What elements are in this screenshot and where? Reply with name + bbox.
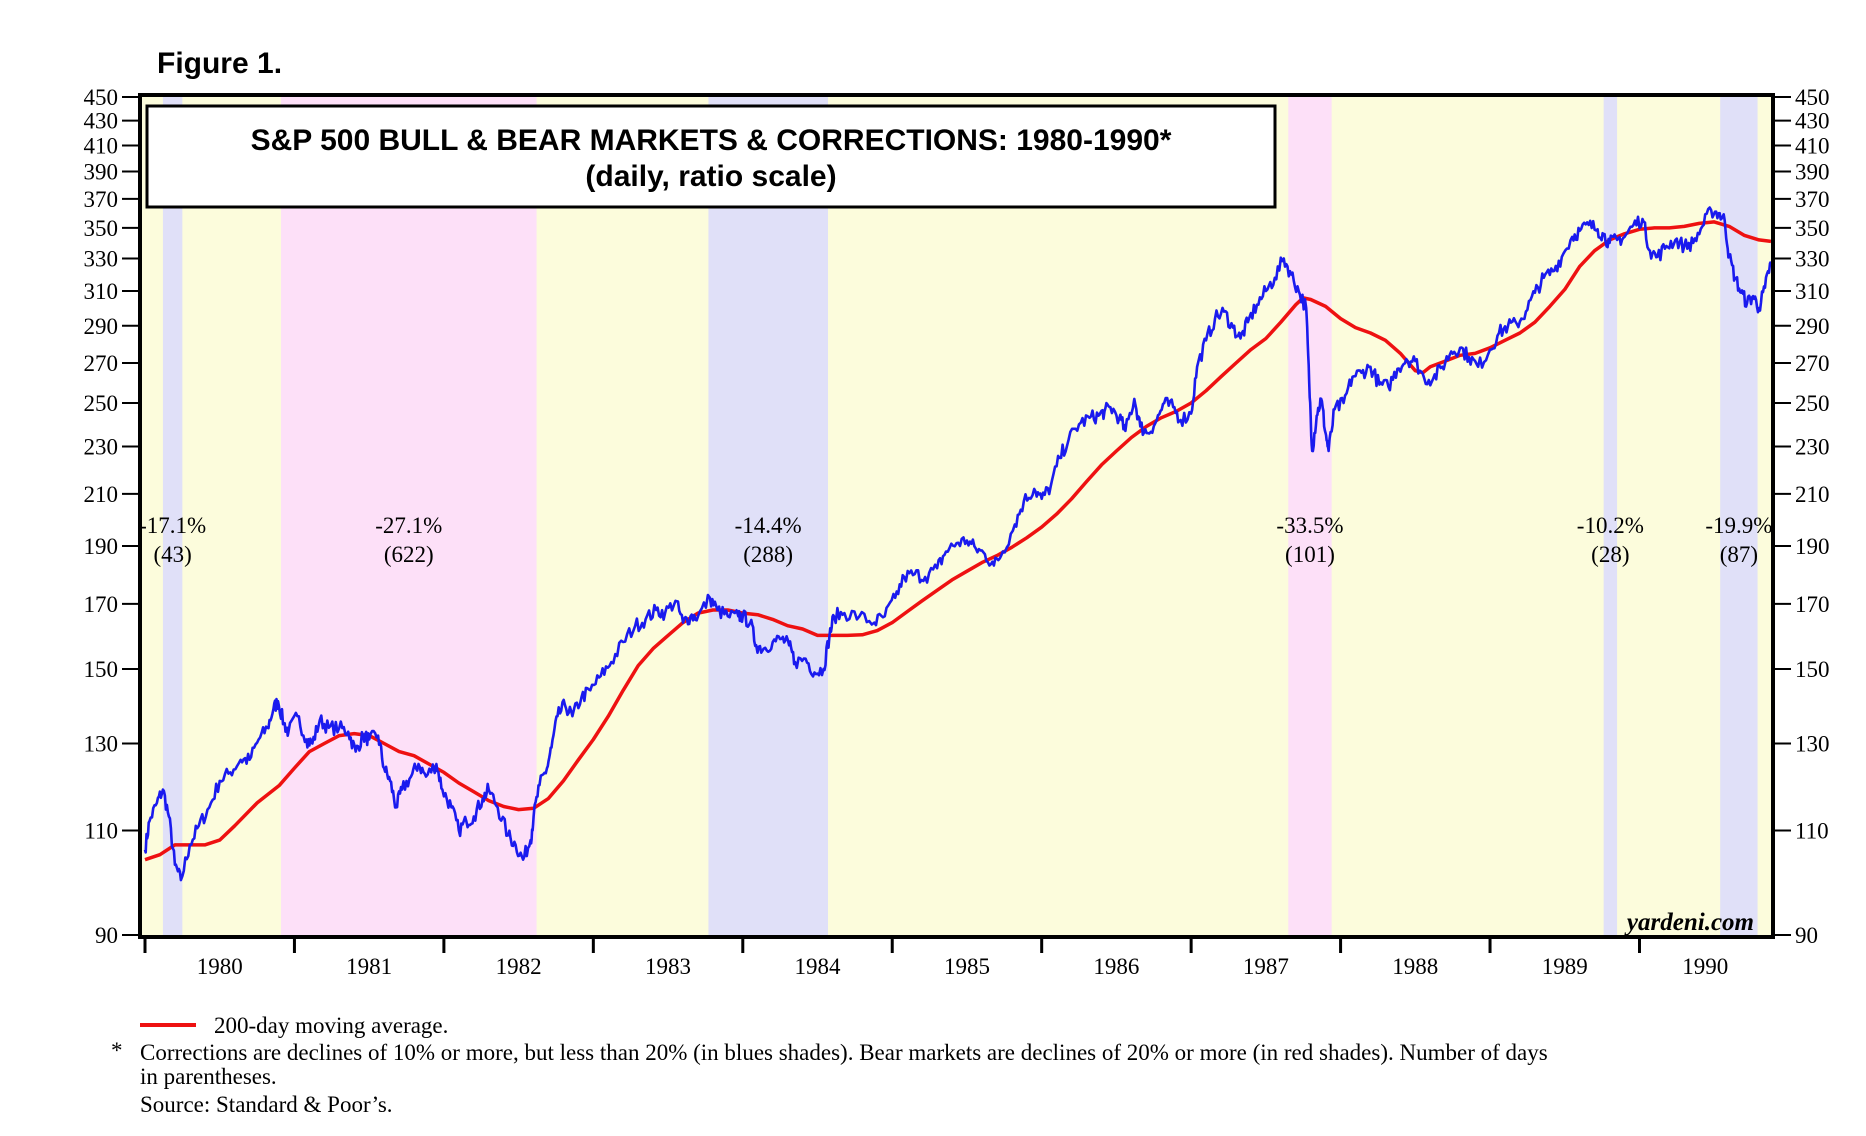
correction-band-4	[1603, 97, 1618, 935]
regime-annotations: -17.1% (43) -27.1% (622) -14.4% (288) -33.5% (1…	[139, 513, 1772, 567]
regime-decline-2: -14.4%	[735, 513, 802, 538]
y-label-left-210: 210	[84, 482, 119, 507]
regime-days-0: (43)	[153, 542, 191, 567]
y-label-left-170: 170	[84, 592, 119, 617]
y-label-right-350: 350	[1795, 216, 1830, 241]
chart-subtitle: (daily, ratio scale)	[585, 160, 836, 193]
y-label-right-150: 150	[1795, 657, 1830, 682]
y-label-right-370: 370	[1795, 187, 1830, 212]
legend-ma-label: 200-day moving average.	[214, 1013, 448, 1038]
y-label-right-210: 210	[1795, 482, 1830, 507]
x-label-1987: 1987	[1243, 954, 1289, 979]
y-label-right-330: 330	[1795, 246, 1830, 271]
bear-band-3	[1288, 97, 1332, 935]
regime-days-5: (87)	[1720, 542, 1758, 567]
y-label-left-130: 130	[84, 732, 119, 757]
regime-decline-1: -27.1%	[375, 513, 442, 538]
y-label-right-450: 450	[1795, 85, 1830, 110]
y-label-left-90: 90	[95, 923, 118, 948]
x-label-1981: 1981	[346, 954, 392, 979]
x-label-1982: 1982	[496, 954, 542, 979]
regime-days-3: (101)	[1285, 542, 1335, 567]
y-label-left-390: 390	[84, 160, 119, 185]
y-label-right-290: 290	[1795, 314, 1830, 339]
y-label-left-310: 310	[84, 279, 119, 304]
y-label-left-370: 370	[84, 187, 119, 212]
y-label-right-250: 250	[1795, 391, 1830, 416]
plot-frame	[138, 93, 1775, 939]
note-line-2: in parentheses.	[140, 1064, 277, 1089]
correction-band-0	[162, 97, 183, 935]
y-label-left-410: 410	[84, 133, 119, 158]
y-label-left-350: 350	[84, 216, 119, 241]
y-label-left-110: 110	[84, 819, 118, 844]
y-label-right-270: 270	[1795, 351, 1830, 376]
chart-title: S&P 500 BULL & BEAR MARKETS & CORRECTION…	[251, 124, 1172, 157]
x-label-1986: 1986	[1093, 954, 1139, 979]
x-label-1980: 1980	[197, 954, 243, 979]
x-label-1984: 1984	[795, 954, 842, 979]
note-marker: *	[111, 1038, 123, 1063]
y-label-left-250: 250	[84, 391, 119, 416]
y-label-left-270: 270	[84, 351, 119, 376]
x-label-1985: 1985	[944, 954, 990, 979]
regime-bands	[142, 97, 1771, 935]
regime-days-4: (28)	[1591, 542, 1629, 567]
y-label-right-230: 230	[1795, 434, 1830, 459]
series-sp500	[143, 206, 1773, 882]
y-label-right-90: 90	[1795, 923, 1818, 948]
y-label-right-190: 190	[1795, 534, 1830, 559]
y-label-left-450: 450	[84, 85, 119, 110]
y-label-right-170: 170	[1795, 592, 1830, 617]
title-box	[145, 104, 1277, 209]
figure-label: Figure 1.	[157, 47, 282, 80]
regime-decline-5: -19.9%	[1705, 513, 1772, 538]
y-label-right-430: 430	[1795, 109, 1830, 134]
y-label-left-290: 290	[84, 314, 119, 339]
regime-decline-0: -17.1%	[139, 513, 206, 538]
series-lines	[143, 206, 1773, 882]
y-label-left-330: 330	[84, 246, 119, 271]
y-label-left-230: 230	[84, 434, 119, 459]
regime-days-2: (288)	[743, 542, 793, 567]
x-label-1983: 1983	[645, 954, 691, 979]
y-label-right-110: 110	[1795, 819, 1829, 844]
x-label-1989: 1989	[1542, 954, 1588, 979]
y-label-right-310: 310	[1795, 279, 1830, 304]
x-label-1990: 1990	[1682, 954, 1728, 979]
note-line-1: Corrections are declines of 10% or more,…	[140, 1040, 1548, 1065]
y-label-right-390: 390	[1795, 160, 1830, 185]
y-label-left-430: 430	[84, 109, 119, 134]
correction-band-2	[708, 97, 828, 935]
y-label-left-190: 190	[84, 534, 119, 559]
regime-days-1: (622)	[384, 542, 434, 567]
watermark: yardeni.com	[1624, 909, 1754, 936]
regime-decline-4: -10.2%	[1577, 513, 1644, 538]
y-label-left-150: 150	[84, 657, 119, 682]
y-label-right-410: 410	[1795, 133, 1830, 158]
x-label-1988: 1988	[1392, 954, 1438, 979]
source-note: Source: Standard & Poor’s.	[140, 1092, 393, 1117]
regime-decline-3: -33.5%	[1276, 513, 1343, 538]
y-label-right-130: 130	[1795, 732, 1830, 757]
